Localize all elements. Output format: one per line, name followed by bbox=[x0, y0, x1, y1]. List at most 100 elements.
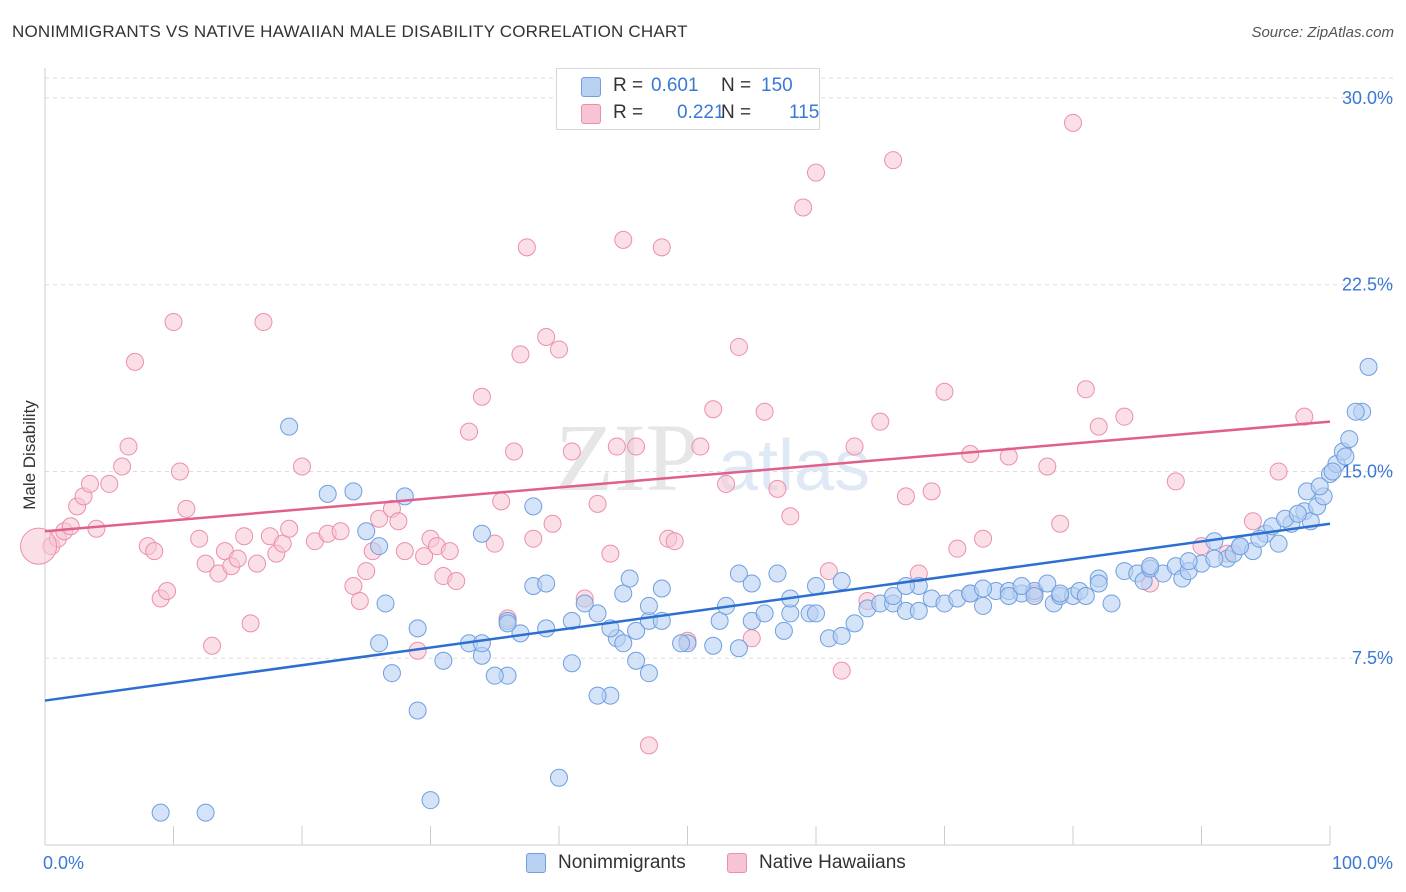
data-point-nonimmigrants bbox=[627, 651, 646, 670]
trend-line-native-hawaiians bbox=[44, 420, 1331, 533]
data-point-nonimmigrants bbox=[472, 634, 491, 653]
r-label: R = bbox=[613, 102, 644, 123]
data-point-nonimmigrants bbox=[639, 596, 658, 615]
data-point-nonimmigrants bbox=[498, 614, 517, 633]
data-point-nonimmigrants bbox=[421, 791, 440, 810]
data-point-native-hawaiians bbox=[729, 337, 748, 356]
data-point-nonimmigrants bbox=[807, 577, 825, 596]
legend-label: Nonimmigrants bbox=[558, 852, 686, 873]
data-point-native-hawaiians bbox=[614, 230, 633, 249]
data-point-nonimmigrants bbox=[627, 621, 646, 640]
data-point-native-hawaiians bbox=[472, 387, 491, 406]
legend-swatch-blue bbox=[581, 77, 601, 97]
data-point-native-hawaiians bbox=[794, 198, 813, 217]
axes bbox=[44, 68, 1331, 846]
n-value: 150 bbox=[761, 75, 793, 96]
y-tick-label: 22.5% bbox=[1342, 275, 1393, 295]
data-point-native-hawaiians bbox=[704, 400, 723, 419]
data-point-nonimmigrants bbox=[575, 594, 594, 613]
data-point-nonimmigrants bbox=[999, 586, 1018, 605]
y-tick-label: 15.0% bbox=[1342, 461, 1393, 481]
data-point-native-hawaiians bbox=[935, 382, 954, 401]
data-point-nonimmigrants bbox=[884, 586, 903, 605]
data-point-native-hawaiians bbox=[248, 554, 267, 573]
data-point-nonimmigrants bbox=[1346, 402, 1365, 421]
data-point-native-hawaiians bbox=[145, 542, 164, 561]
x-tick-label: 100.0% bbox=[1332, 853, 1393, 873]
data-point-nonimmigrants bbox=[357, 522, 376, 541]
data-point-native-hawaiians bbox=[125, 352, 144, 371]
data-point-nonimmigrants bbox=[974, 596, 993, 615]
data-point-nonimmigrants bbox=[344, 482, 363, 501]
data-point-native-hawaiians bbox=[228, 549, 247, 568]
data-point-native-hawaiians bbox=[492, 492, 511, 511]
r-value: 0.601 bbox=[651, 75, 699, 96]
data-point-native-hawaiians bbox=[170, 462, 189, 481]
data-point-nonimmigrants bbox=[196, 803, 215, 822]
data-point-native-hawaiians bbox=[158, 581, 177, 600]
data-point-nonimmigrants bbox=[1102, 594, 1121, 613]
trend-line-nonimmigrants bbox=[44, 522, 1331, 702]
r-value: 0.221 bbox=[677, 102, 725, 123]
data-point-native-hawaiians bbox=[807, 163, 825, 182]
source-label: Source: ZipAtlas.com bbox=[1251, 24, 1394, 41]
data-point-native-hawaiians bbox=[755, 402, 774, 421]
data-point-native-hawaiians bbox=[639, 736, 658, 755]
data-point-native-hawaiians bbox=[460, 422, 479, 441]
data-point-native-hawaiians bbox=[1269, 462, 1288, 481]
data-point-native-hawaiians bbox=[543, 514, 562, 533]
stats-legend: R = 0.601 N = 150 R = 0.221 N = 115 bbox=[556, 68, 820, 130]
r-label: R = bbox=[613, 75, 644, 96]
data-point-native-hawaiians bbox=[717, 474, 736, 493]
data-point-native-hawaiians bbox=[832, 661, 851, 680]
data-point-native-hawaiians bbox=[652, 238, 671, 257]
data-point-nonimmigrants bbox=[408, 701, 427, 720]
tick-labels: 7.5% 15.0% 22.5% 30.0% 0.0% 100.0% bbox=[43, 88, 1393, 873]
data-point-nonimmigrants bbox=[845, 614, 864, 633]
data-point-nonimmigrants bbox=[537, 619, 556, 638]
data-point-native-hawaiians bbox=[100, 474, 119, 493]
data-point-native-hawaiians bbox=[505, 442, 524, 461]
data-point-native-hawaiians bbox=[922, 482, 941, 501]
watermark-atlas: atlas bbox=[718, 426, 870, 506]
data-point-native-hawaiians bbox=[896, 487, 915, 506]
data-point-native-hawaiians bbox=[562, 442, 581, 461]
data-point-nonimmigrants bbox=[280, 417, 299, 436]
watermark: ZIP atlas bbox=[555, 404, 870, 511]
data-point-native-hawaiians bbox=[845, 437, 864, 456]
data-point-native-hawaiians bbox=[1076, 380, 1095, 399]
data-point-nonimmigrants bbox=[562, 611, 581, 630]
data-point-native-hawaiians bbox=[884, 151, 903, 170]
data-point-nonimmigrants bbox=[1205, 549, 1224, 568]
watermark-zip: ZIP bbox=[555, 404, 699, 511]
data-point-native-hawaiians bbox=[1243, 512, 1262, 531]
data-point-native-hawaiians bbox=[517, 238, 536, 257]
data-point-nonimmigrants bbox=[408, 619, 427, 638]
data-point-nonimmigrants bbox=[1179, 552, 1198, 571]
data-point-native-hawaiians bbox=[948, 539, 967, 558]
data-point-nonimmigrants bbox=[1269, 534, 1288, 553]
data-point-native-hawaiians bbox=[1295, 407, 1314, 426]
data-point-native-hawaiians bbox=[415, 547, 434, 566]
data-point-nonimmigrants bbox=[1038, 574, 1057, 593]
data-point-native-hawaiians bbox=[235, 527, 254, 546]
data-point-native-hawaiians bbox=[819, 562, 838, 581]
data-point-nonimmigrants bbox=[370, 634, 389, 653]
data-point-nonimmigrants bbox=[1336, 447, 1355, 466]
data-point-native-hawaiians bbox=[1089, 417, 1108, 436]
data-point-nonimmigrants bbox=[832, 626, 851, 645]
data-point-native-hawaiians bbox=[241, 614, 260, 633]
data-point-nonimmigrants bbox=[652, 579, 671, 598]
data-point-native-hawaiians bbox=[665, 532, 684, 551]
n-label: N = bbox=[721, 102, 752, 123]
data-point-native-hawaiians bbox=[1051, 514, 1070, 533]
data-point-native-hawaiians bbox=[1038, 457, 1057, 476]
data-point-nonimmigrants bbox=[614, 634, 633, 653]
data-point-nonimmigrants bbox=[376, 594, 395, 613]
data-point-nonimmigrants bbox=[1141, 557, 1160, 576]
n-value: 115 bbox=[789, 102, 820, 123]
data-point-native-hawaiians bbox=[177, 499, 196, 518]
data-point-native-hawaiians bbox=[974, 529, 993, 548]
data-point-native-hawaiians bbox=[254, 313, 273, 332]
